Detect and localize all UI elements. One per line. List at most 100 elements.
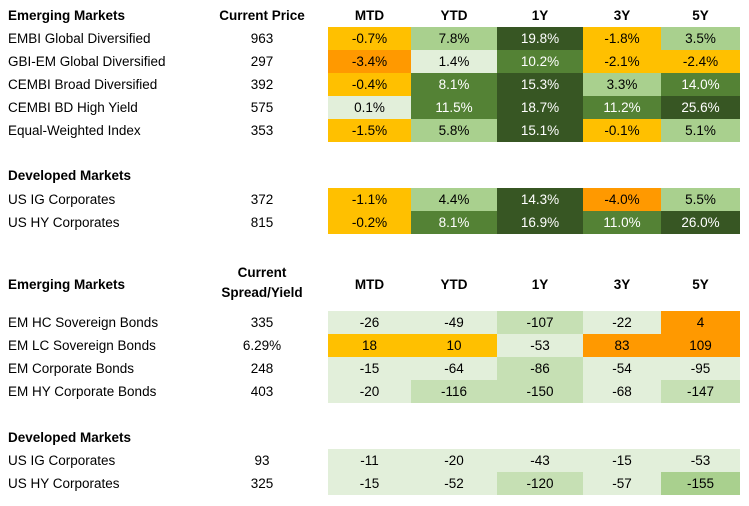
price-header: Current Price	[219, 8, 305, 23]
row-name: US HY Corporates	[8, 476, 120, 491]
value-cell: 8.1%	[411, 73, 497, 96]
value-cell: 4.4%	[411, 188, 497, 211]
value-cell: 16.9%	[497, 211, 583, 234]
table-row: EM HC Sovereign Bonds 335 -26 -49 -107 -…	[0, 311, 749, 334]
value-cell: -11	[328, 449, 411, 472]
value-cell: -64	[411, 357, 497, 380]
value-cell: 18.7%	[497, 96, 583, 119]
row-name: CEMBI Broad Diversified	[8, 77, 158, 92]
table-row: EM Corporate Bonds 248 -15 -64 -86 -54 -…	[0, 357, 749, 380]
value-cell: -120	[497, 472, 583, 495]
value-cell: 109	[661, 334, 740, 357]
value-cell: -0.2%	[328, 211, 411, 234]
column-header-3y: 3Y	[613, 8, 631, 23]
value-cell: 5.1%	[661, 119, 740, 142]
header-row-spreads: Emerging Markets Current Spread/Yield MT…	[0, 262, 749, 308]
value-cell: -147	[661, 380, 740, 403]
value-cell: 3.3%	[583, 73, 661, 96]
row-name: EM HY Corporate Bonds	[8, 384, 157, 399]
value-cell: -3.4%	[328, 50, 411, 73]
row-name: US IG Corporates	[8, 453, 116, 468]
row-name: GBI-EM Global Diversified	[8, 54, 166, 69]
value-cell: 18	[328, 334, 411, 357]
column-header-1y: 1Y	[531, 277, 549, 292]
value-cell: -2.1%	[583, 50, 661, 73]
row-name: EM Corporate Bonds	[8, 361, 135, 376]
value-cell: 11.0%	[583, 211, 661, 234]
value-cell: -1.8%	[583, 27, 661, 50]
value-cell: -53	[661, 449, 740, 472]
value-cell: -68	[583, 380, 661, 403]
table-row: EMBI Global Diversified 963 -0.7% 7.8% 1…	[0, 27, 749, 50]
value-cell: 0.1%	[328, 96, 411, 119]
value-cell: 26.0%	[661, 211, 740, 234]
value-cell: -57	[583, 472, 661, 495]
value-cell: -107	[497, 311, 583, 334]
value-cell: 14.0%	[661, 73, 740, 96]
row-name: EM LC Sovereign Bonds	[8, 338, 156, 353]
table-row: US HY Corporates 815 -0.2% 8.1% 16.9% 11…	[0, 211, 749, 234]
value-cell: 11.5%	[411, 96, 497, 119]
value-cell: 5.5%	[661, 188, 740, 211]
table-row: Equal-Weighted Index 353 -1.5% 5.8% 15.1…	[0, 119, 749, 142]
value-cell: -22	[583, 311, 661, 334]
row-name: Equal-Weighted Index	[8, 123, 141, 138]
row-spread: 6.29%	[242, 338, 282, 353]
row-spread: 403	[250, 384, 274, 399]
row-name: US HY Corporates	[8, 215, 120, 230]
value-cell: 7.8%	[411, 27, 497, 50]
value-cell: -53	[497, 334, 583, 357]
value-cell: 10	[411, 334, 497, 357]
value-cell: 14.3%	[497, 188, 583, 211]
row-name: CEMBI BD High Yield	[8, 100, 138, 115]
value-cell: 3.5%	[661, 27, 740, 50]
row-price: 575	[250, 100, 274, 115]
value-cell: -155	[661, 472, 740, 495]
value-cell: -15	[328, 472, 411, 495]
row-price: 815	[250, 215, 274, 230]
row-name: US IG Corporates	[8, 192, 116, 207]
value-cell: 25.6%	[661, 96, 740, 119]
column-header-3y: 3Y	[613, 277, 631, 292]
value-cell: -2.4%	[661, 50, 740, 73]
value-cell: 11.2%	[583, 96, 661, 119]
table-row: US HY Corporates 325 -15 -52 -120 -57 -1…	[0, 472, 749, 495]
column-header-ytd: YTD	[440, 277, 468, 292]
value-cell: -20	[328, 380, 411, 403]
value-cell: -54	[583, 357, 661, 380]
value-cell: 19.8%	[497, 27, 583, 50]
section-title: Emerging Markets	[8, 277, 126, 292]
value-cell: -1.5%	[328, 119, 411, 142]
value-cell: -20	[411, 449, 497, 472]
table-row: US IG Corporates 372 -1.1% 4.4% 14.3% -4…	[0, 188, 749, 211]
table-row: EM LC Sovereign Bonds 6.29% 18 10 -53 83…	[0, 334, 749, 357]
section-title: Developed Markets	[8, 430, 132, 445]
value-cell: -4.0%	[583, 188, 661, 211]
value-cell: 15.3%	[497, 73, 583, 96]
table-row: EM HY Corporate Bonds 403 -20 -116 -150 …	[0, 380, 749, 403]
row-spread: 325	[250, 476, 274, 491]
value-cell: 5.8%	[411, 119, 497, 142]
column-header-ytd: YTD	[440, 8, 468, 23]
column-header-mtd: MTD	[354, 277, 385, 292]
row-price: 372	[250, 192, 274, 207]
value-cell: 83	[583, 334, 661, 357]
value-cell: 10.2%	[497, 50, 583, 73]
section-title: Emerging Markets	[8, 8, 126, 23]
row-name: EM HC Sovereign Bonds	[8, 315, 159, 330]
column-header-mtd: MTD	[354, 8, 385, 23]
value-cell: 4	[661, 311, 740, 334]
value-cell: -0.1%	[583, 119, 661, 142]
value-cell: 15.1%	[497, 119, 583, 142]
value-cell: -0.7%	[328, 27, 411, 50]
row-spread: 248	[250, 361, 274, 376]
value-cell: -49	[411, 311, 497, 334]
header-row-returns: Emerging Markets Current Price MTD YTD 1…	[0, 4, 749, 27]
value-cell: -15	[583, 449, 661, 472]
value-cell: -0.4%	[328, 73, 411, 96]
row-name: EMBI Global Diversified	[8, 31, 151, 46]
value-cell: -43	[497, 449, 583, 472]
row-price: 392	[250, 77, 274, 92]
value-cell: -95	[661, 357, 740, 380]
